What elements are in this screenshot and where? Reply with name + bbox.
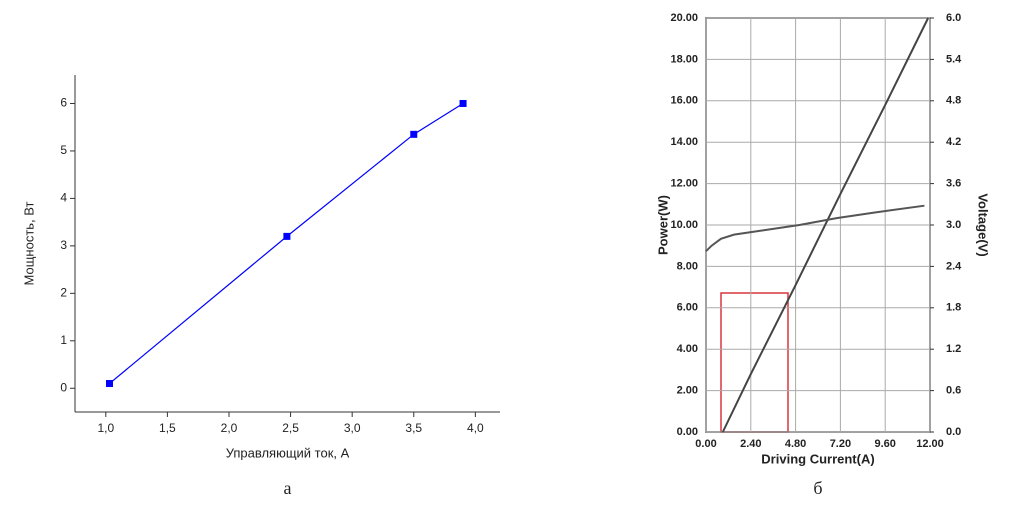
y2-tick-label: 3.6: [946, 178, 961, 190]
y-tick-label: 6.00: [677, 302, 698, 314]
x-tick-label: 0.00: [695, 438, 716, 450]
y-tick-label: 3: [60, 238, 67, 252]
highlight-box: [720, 292, 789, 433]
data-line: [705, 204, 925, 252]
y-tick-label: 4: [60, 191, 67, 205]
y-tick-label: 2.00: [677, 385, 698, 397]
y-tick-label: 4.00: [677, 343, 698, 355]
x-axis-label: Driving Current(A): [761, 451, 874, 466]
data-point: [410, 130, 418, 138]
y2-tick-label: 2.4: [946, 260, 962, 272]
y-tick-label: 12.00: [670, 178, 698, 190]
data-line: [109, 102, 464, 384]
data-point: [105, 380, 113, 388]
y2-tick-label: 6.0: [946, 12, 961, 24]
x-tick-label: 3,0: [344, 421, 361, 435]
y-tick-label: 18.00: [670, 53, 698, 65]
x-tick-label: 1,5: [159, 421, 176, 435]
x-tick-label: 2.40: [740, 438, 761, 450]
y-tick-label: 6: [60, 96, 67, 110]
y-tick-label: 2: [60, 286, 67, 300]
x-tick-label: 3,5: [405, 421, 422, 435]
y2-tick-label: 4.8: [946, 95, 961, 107]
x-tick-label: 1,0: [97, 421, 114, 435]
x-tick-label: 12.00: [916, 438, 944, 450]
x-tick-label: 4,0: [467, 421, 484, 435]
y-tick-label: 10.00: [670, 219, 698, 231]
y-tick-label: 16.00: [670, 95, 698, 107]
data-point: [459, 99, 467, 107]
y2-tick-label: 1.8: [946, 302, 961, 314]
data-point: [283, 232, 291, 240]
x-tick-label: 7.20: [830, 438, 851, 450]
x-tick-label: 4.80: [785, 438, 806, 450]
x-tick-label: 9.60: [874, 438, 895, 450]
x-tick-label: 2,0: [221, 421, 238, 435]
y2-tick-label: 3.0: [946, 219, 961, 231]
y-tick-label: 20.00: [670, 12, 698, 24]
x-tick-label: 2,5: [282, 421, 299, 435]
y-tick-label: 5: [60, 143, 67, 157]
y-tick-label: 14.00: [670, 136, 698, 148]
y2-tick-label: 0.0: [946, 426, 961, 438]
caption: а: [284, 478, 292, 498]
x-axis-label: Управляющий ток, А: [226, 445, 350, 460]
y2-tick-label: 5.4: [946, 53, 962, 65]
y2-axis-label: Voltage(V): [976, 193, 991, 256]
data-line: [721, 17, 930, 433]
caption: б: [813, 478, 822, 498]
y-tick-label: 1: [60, 333, 67, 347]
y2-tick-label: 1.2: [946, 343, 961, 355]
y2-tick-label: 4.2: [946, 136, 961, 148]
y-tick-label: 8.00: [677, 260, 698, 272]
y-tick-label: 0: [60, 380, 67, 394]
y-axis-label: Power(W): [655, 195, 670, 255]
y2-tick-label: 0.6: [946, 385, 961, 397]
y-axis-label: Мощность, Вт: [21, 201, 36, 285]
y-tick-label: 0.00: [677, 426, 698, 438]
